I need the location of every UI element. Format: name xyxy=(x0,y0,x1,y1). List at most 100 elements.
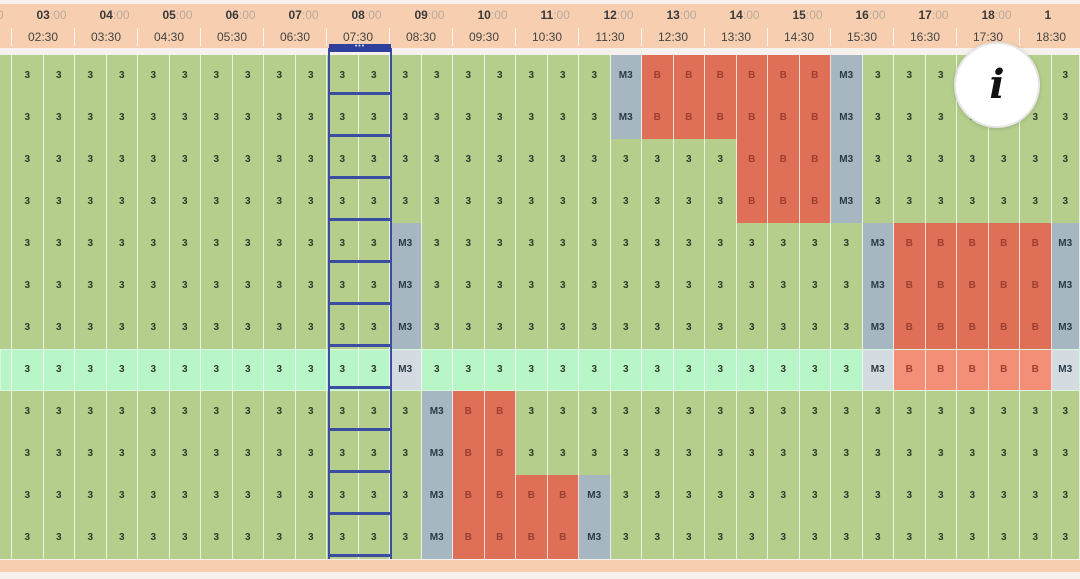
slot-cell[interactable]: 3 xyxy=(768,265,800,307)
slot-cell[interactable]: B xyxy=(642,55,674,97)
slot-cell[interactable]: 3 xyxy=(421,223,453,265)
slot-cell[interactable]: 3 xyxy=(768,223,800,265)
slot-cell[interactable]: 3 xyxy=(264,223,296,265)
slot-cell[interactable]: B xyxy=(925,265,957,307)
slot-cell[interactable]: 3 xyxy=(327,139,359,181)
slot-cell[interactable]: 3 xyxy=(201,265,233,307)
slot-cell[interactable]: 3 xyxy=(201,139,233,181)
slot-cell[interactable]: 3 xyxy=(1051,433,1080,475)
slot-cell[interactable]: 3 xyxy=(736,349,768,391)
slot-cell[interactable]: 3 xyxy=(75,307,107,349)
slot-cell[interactable]: 3 xyxy=(579,139,611,181)
slot-cell[interactable]: 3 xyxy=(862,139,894,181)
slot-cell[interactable]: 3 xyxy=(264,97,296,139)
slot-cell[interactable]: 3 xyxy=(894,517,926,559)
slot-cell[interactable]: 3 xyxy=(547,181,579,223)
slot-cell[interactable]: 3 xyxy=(547,433,579,475)
slot-cell[interactable]: 3 xyxy=(957,433,989,475)
slot-cell[interactable]: 3 xyxy=(610,475,642,517)
slot-cell[interactable]: 3 xyxy=(201,475,233,517)
slot-cell[interactable] xyxy=(0,181,12,223)
slot-cell[interactable]: 3 xyxy=(232,517,264,559)
slot-cell[interactable]: 3 xyxy=(390,475,422,517)
current-time-marker[interactable]: ••• xyxy=(329,43,391,52)
slot-cell[interactable]: 3 xyxy=(925,475,957,517)
slot-cell[interactable]: 3 xyxy=(12,55,44,97)
slot-cell[interactable]: 3 xyxy=(138,475,170,517)
slot-cell[interactable]: B xyxy=(988,265,1020,307)
slot-cell[interactable] xyxy=(0,97,12,139)
slot-cell[interactable]: 3 xyxy=(421,139,453,181)
slot-cell[interactable]: M3 xyxy=(1051,349,1080,391)
slot-cell[interactable] xyxy=(0,265,12,307)
slot-cell[interactable]: 3 xyxy=(925,55,957,97)
slot-cell[interactable]: 3 xyxy=(705,475,737,517)
slot-cell[interactable]: 3 xyxy=(957,475,989,517)
slot-cell[interactable]: 3 xyxy=(358,139,390,181)
slot-cell[interactable]: 3 xyxy=(642,433,674,475)
slot-cell[interactable]: 3 xyxy=(642,307,674,349)
slot-cell[interactable]: 3 xyxy=(232,223,264,265)
slot-cell[interactable]: 3 xyxy=(894,97,926,139)
slot-cell[interactable]: 3 xyxy=(169,55,201,97)
slot-cell[interactable]: B xyxy=(642,97,674,139)
slot-cell[interactable]: 3 xyxy=(75,349,107,391)
slot-cell[interactable]: 3 xyxy=(12,349,44,391)
slot-cell[interactable]: 3 xyxy=(799,391,831,433)
slot-cell[interactable]: 3 xyxy=(169,391,201,433)
slot-cell[interactable]: 3 xyxy=(75,139,107,181)
slot-cell[interactable]: 3 xyxy=(138,55,170,97)
slot-cell[interactable]: 3 xyxy=(516,55,548,97)
slot-cell[interactable]: 3 xyxy=(736,517,768,559)
slot-cell[interactable]: B xyxy=(736,97,768,139)
slot-cell[interactable]: 3 xyxy=(264,307,296,349)
slot-cell[interactable]: 3 xyxy=(295,307,327,349)
slot-cell[interactable]: 3 xyxy=(579,97,611,139)
slot-cell[interactable]: 3 xyxy=(610,265,642,307)
slot-cell[interactable]: 3 xyxy=(610,391,642,433)
slot-cell[interactable]: 3 xyxy=(547,391,579,433)
slot-cell[interactable]: 3 xyxy=(327,223,359,265)
slot-cell[interactable]: 3 xyxy=(516,139,548,181)
slot-cell[interactable]: M3 xyxy=(390,265,422,307)
slot-cell[interactable]: B xyxy=(705,97,737,139)
slot-cell[interactable]: B xyxy=(799,139,831,181)
slot-cell[interactable]: 3 xyxy=(673,223,705,265)
slot-cell[interactable]: 3 xyxy=(295,265,327,307)
slot-cell[interactable]: 3 xyxy=(169,265,201,307)
slot-cell[interactable]: 3 xyxy=(295,517,327,559)
slot-cell[interactable]: 3 xyxy=(138,223,170,265)
slot-cell[interactable]: 3 xyxy=(579,307,611,349)
slot-cell[interactable]: 3 xyxy=(75,223,107,265)
slot-cell[interactable]: 3 xyxy=(201,349,233,391)
slot-cell[interactable]: 3 xyxy=(421,265,453,307)
slot-cell[interactable]: 3 xyxy=(295,475,327,517)
slot-cell[interactable]: 3 xyxy=(1051,55,1080,97)
slot-cell[interactable]: B xyxy=(1020,223,1052,265)
slot-cell[interactable]: 3 xyxy=(106,475,138,517)
slot-cell[interactable]: 3 xyxy=(358,391,390,433)
slot-cell[interactable]: 3 xyxy=(106,517,138,559)
slot-cell[interactable]: 3 xyxy=(579,349,611,391)
slot-cell[interactable]: B xyxy=(453,475,485,517)
slot-cell[interactable]: 3 xyxy=(390,97,422,139)
slot-cell[interactable]: 3 xyxy=(106,223,138,265)
slot-cell[interactable]: 3 xyxy=(957,391,989,433)
slot-cell[interactable]: 3 xyxy=(925,391,957,433)
slot-cell[interactable]: M3 xyxy=(831,97,863,139)
slot-cell[interactable]: M3 xyxy=(610,97,642,139)
slot-cell[interactable]: 3 xyxy=(106,265,138,307)
slot-cell[interactable]: 3 xyxy=(453,139,485,181)
slot-cell[interactable]: M3 xyxy=(421,433,453,475)
slot-cell[interactable]: 3 xyxy=(925,517,957,559)
slot-cell[interactable]: B xyxy=(894,307,926,349)
slot-cell[interactable]: 3 xyxy=(43,265,75,307)
slot-cell[interactable]: 3 xyxy=(232,433,264,475)
slot-cell[interactable]: 3 xyxy=(295,433,327,475)
slot-cell[interactable]: B xyxy=(799,55,831,97)
slot-cell[interactable]: 3 xyxy=(579,433,611,475)
slot-cell[interactable]: 3 xyxy=(1051,139,1080,181)
slot-cell[interactable]: 3 xyxy=(232,475,264,517)
slot-cell[interactable]: 3 xyxy=(43,391,75,433)
slot-cell[interactable]: 3 xyxy=(106,433,138,475)
